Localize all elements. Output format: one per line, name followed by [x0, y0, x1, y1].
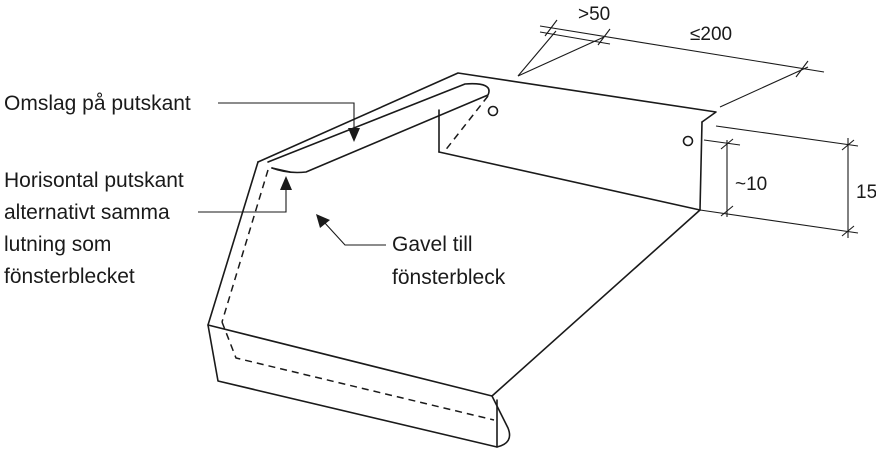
upstand-right-edge — [699, 121, 703, 211]
arrow-horisontal — [280, 176, 292, 190]
leader-gavel — [323, 221, 386, 246]
tick-side-2 — [720, 205, 734, 217]
side-dimensions: ~10 15 — [699, 125, 876, 238]
fixing-hole-1 — [487, 105, 499, 117]
leader-horisontal — [198, 188, 287, 213]
tick-side-3 — [841, 139, 855, 151]
sill-back-line — [438, 151, 701, 211]
label-horisontal-line-3: lutning som — [4, 233, 111, 256]
label-gavel-line-2: fönsterbleck — [392, 266, 506, 289]
label-gavel-line-1: Gavel till — [392, 233, 473, 256]
ext-side-top — [715, 125, 859, 147]
ext-line-mid-down — [517, 36, 605, 77]
fixing-hole-2 — [682, 135, 694, 147]
ext-side-bottom — [699, 209, 859, 234]
upstand-top-edge — [257, 72, 717, 163]
sill-geometry — [207, 72, 717, 448]
dim-side-large: 15 — [856, 182, 876, 203]
tick-side-4 — [841, 225, 855, 237]
label-horisontal-line-2: alternativt samma — [4, 201, 170, 224]
plaster-fold-roll — [267, 82, 490, 174]
labels: Omslag på putskant Horisontal putskant a… — [4, 92, 506, 289]
ext-line-mid — [539, 31, 611, 45]
label-horisontal-line-4: fönsterblecket — [4, 265, 135, 288]
dim-top-large: ≤200 — [690, 24, 732, 45]
dim-line-top — [539, 25, 825, 73]
tick-3 — [795, 60, 809, 78]
ext-side-mid — [703, 139, 741, 146]
tick-side-1 — [720, 138, 734, 150]
hidden-edge-gable-left — [221, 169, 269, 323]
arrow-omslag — [348, 128, 360, 142]
top-dimensions: >50 ≤200 — [517, 4, 825, 108]
arrow-gavel — [316, 214, 330, 228]
label-omslag: Omslag på putskant — [4, 92, 191, 115]
sill-right-edge — [491, 209, 701, 397]
dim-top-small: >50 — [578, 4, 610, 25]
leaders — [198, 102, 386, 246]
tick-1 — [544, 19, 558, 37]
hidden-edge-front — [221, 321, 495, 421]
label-horisontal-line-1: Horisontal putskant — [4, 169, 184, 192]
dim-side-small: ~10 — [735, 174, 767, 195]
ext-line-right — [719, 66, 809, 108]
leader-omslag — [218, 102, 355, 130]
front-drip-edge — [207, 324, 511, 448]
plaster-fold-roll-inner — [271, 167, 291, 173]
ext-line-left — [517, 30, 557, 77]
